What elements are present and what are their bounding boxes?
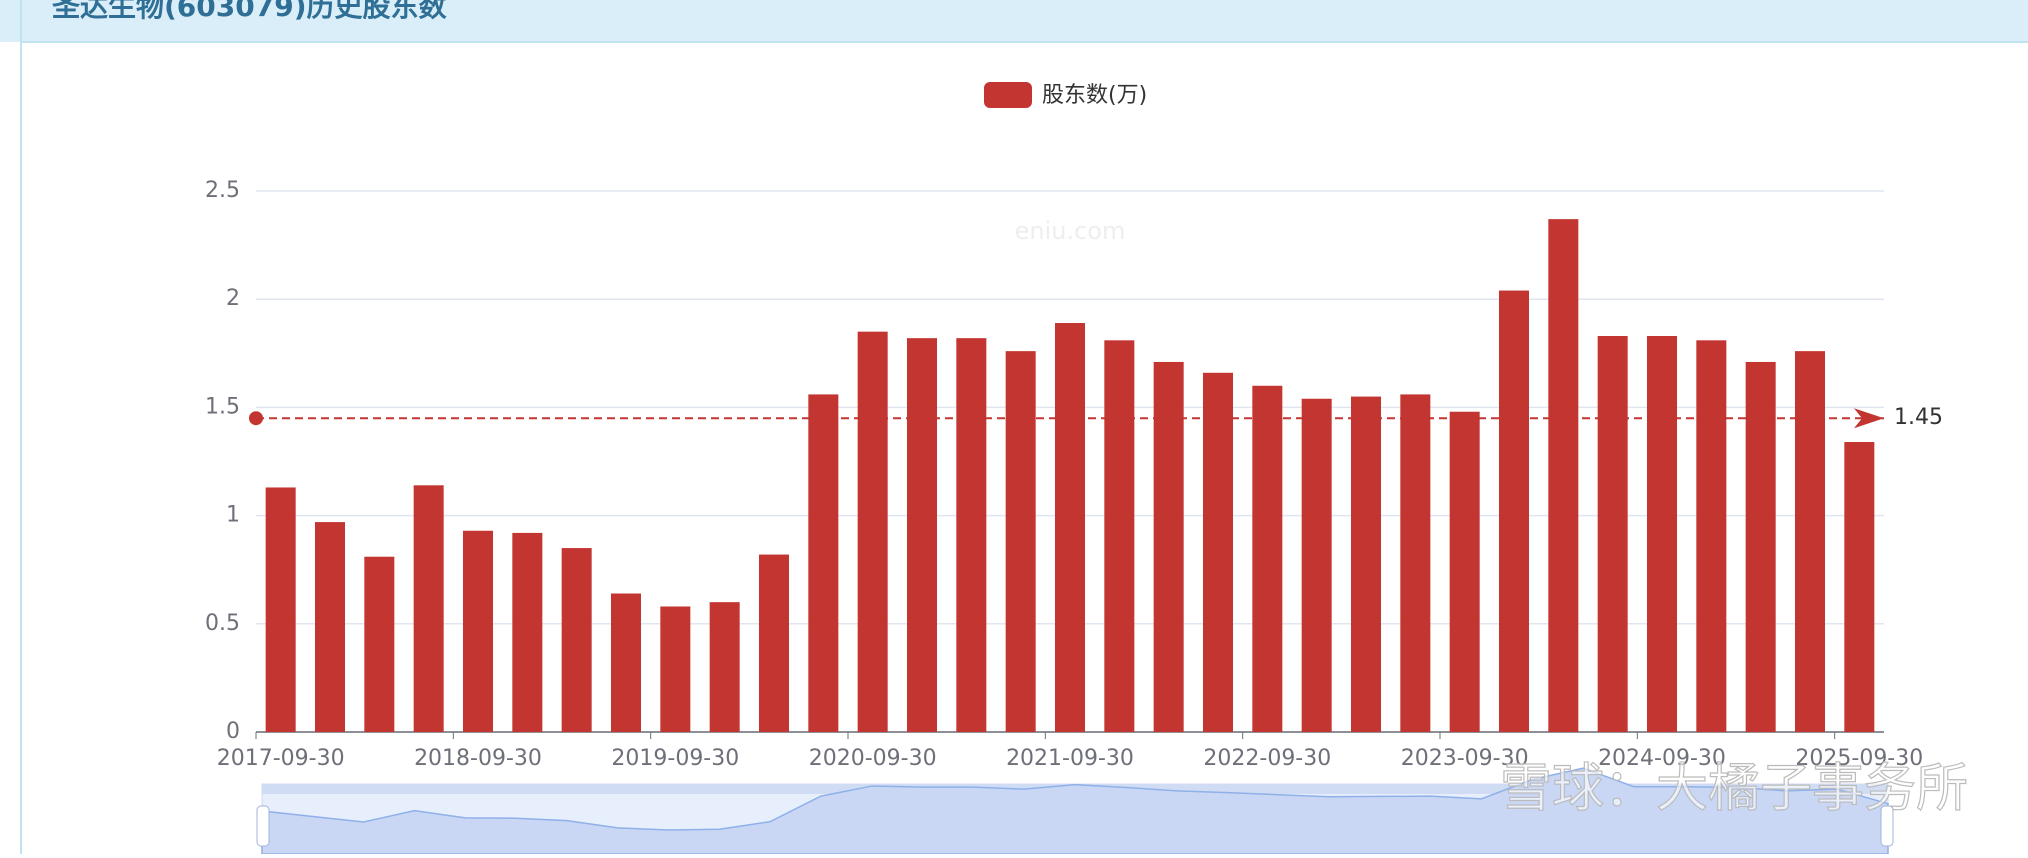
bar <box>1351 396 1381 732</box>
bar <box>413 485 444 732</box>
bar <box>1301 398 1332 732</box>
zoom-handle-right[interactable] <box>1880 805 1894 847</box>
bar <box>759 554 789 732</box>
bar <box>956 338 987 732</box>
bar <box>1597 335 1628 732</box>
bar <box>364 556 395 732</box>
legend-label: 股东数(万) <box>1042 83 1147 108</box>
y-tick-label: 2 <box>226 286 240 311</box>
x-tick-label: 2022-09-30 <box>1203 746 1331 771</box>
bar <box>1696 340 1727 732</box>
x-tick-label: 2020-09-30 <box>809 746 937 771</box>
bar <box>1647 335 1677 732</box>
x-tick-label: 2024-09-30 <box>1598 746 1726 771</box>
bar <box>1795 351 1825 732</box>
x-tick-label: 2021-09-30 <box>1006 746 1134 771</box>
bar <box>1005 351 1036 732</box>
bar <box>1745 361 1776 732</box>
bar <box>1499 290 1529 732</box>
bar <box>1548 219 1579 732</box>
bar <box>463 530 493 732</box>
bar <box>512 532 543 732</box>
bar <box>1844 442 1875 732</box>
x-tick-label: 2018-09-30 <box>414 746 542 771</box>
bar <box>808 394 839 732</box>
mean-arrow <box>1854 408 1884 429</box>
y-tick-label: 2.5 <box>205 178 240 203</box>
y-tick-label: 1 <box>226 503 240 528</box>
bar <box>857 331 888 732</box>
watermark: eniu.com <box>1015 217 1126 245</box>
bar <box>709 602 740 732</box>
zoom-handle-left[interactable] <box>256 805 270 847</box>
x-tick-label: 2023-09-30 <box>1401 746 1529 771</box>
bar <box>1252 385 1283 732</box>
x-tick-label: 2017-09-30 <box>217 746 345 771</box>
x-tick-label: 2019-09-30 <box>611 746 739 771</box>
bar <box>1104 340 1135 732</box>
bar <box>561 548 592 732</box>
page-title: 圣达生物(603079)历史股东数 <box>52 0 447 23</box>
bar <box>611 593 641 732</box>
y-tick-label: 1.5 <box>205 394 240 419</box>
legend-swatch <box>984 82 1032 108</box>
bar <box>315 522 345 732</box>
y-tick-label: 0 <box>226 719 240 744</box>
bar <box>1153 361 1184 732</box>
bar <box>1203 372 1233 732</box>
bar <box>265 487 296 732</box>
bar <box>1055 323 1085 732</box>
bar <box>1449 411 1480 732</box>
bar <box>1400 394 1431 732</box>
overlay-watermark: 雪球：大橘子事务所 <box>1500 759 1968 819</box>
mean-start <box>249 411 263 426</box>
x-tick-label: 2025-09-30 <box>1795 746 1923 771</box>
mean-label: 1.45 <box>1894 405 1943 430</box>
bar <box>907 338 937 732</box>
bar <box>660 606 691 732</box>
y-tick-label: 0.5 <box>205 611 240 636</box>
zoom-line <box>261 767 1889 855</box>
header-bar <box>0 0 2028 42</box>
